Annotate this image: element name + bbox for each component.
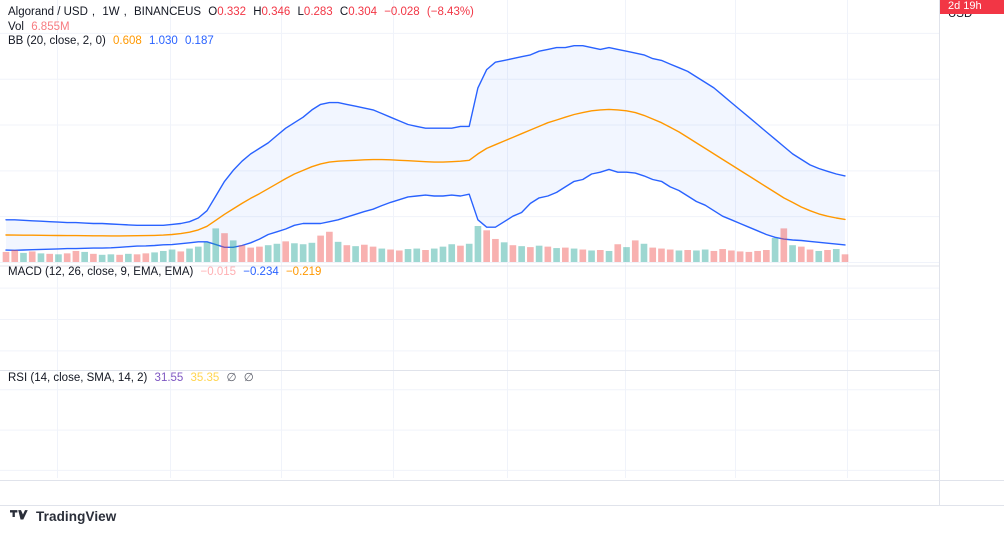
- bollinger-upper-band: [5, 45, 846, 227]
- bollinger-band-fill: [6, 45, 845, 251]
- tradingview-brand[interactable]: TradingView: [10, 509, 116, 524]
- time-axis[interactable]: [0, 480, 1004, 506]
- bar-countdown: 2d 19h: [948, 0, 982, 12]
- chart-gridlines: [0, 0, 940, 478]
- chart-canvas[interactable]: [0, 0, 940, 480]
- time-axis-separator: [939, 481, 940, 505]
- bollinger-lower-band: [5, 168, 846, 252]
- volume-series: [2, 226, 849, 262]
- tradingview-logo-icon: [10, 510, 28, 520]
- last-price-badge[interactable]: 0.304 2d 19h: [940, 0, 1004, 14]
- bollinger-basis-line: [5, 108, 846, 237]
- price-axis[interactable]: USD 0.304 2d 19h: [939, 0, 1004, 480]
- tradingview-brand-name: TradingView: [36, 509, 117, 524]
